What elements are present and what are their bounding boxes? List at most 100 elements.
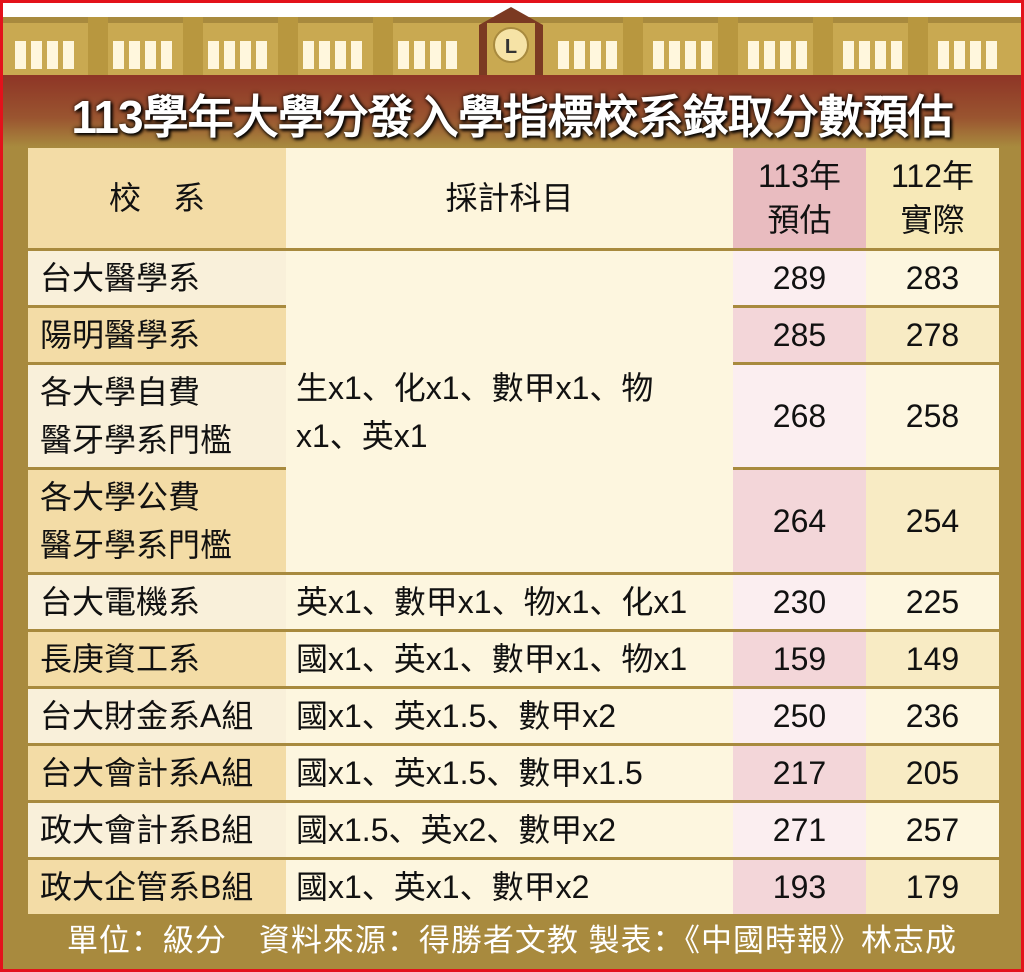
window-shape (145, 41, 156, 69)
subjects-cell: 國x1、英x1.5、數甲x2 (286, 689, 733, 743)
score-table: 校 系 採計科目 113年預估 112年 實際 台大醫學系 生x1、化x1、數甲x… (28, 145, 999, 917)
subjects-cell: 國x1、英x1、數甲x1、物x1 (286, 632, 733, 686)
window-shape (986, 41, 997, 69)
dept-line: 各大學公費 (40, 479, 201, 515)
window-shape (970, 41, 981, 69)
window-shape (653, 41, 664, 69)
window-shape (303, 41, 314, 69)
table-row: 台大電機系 英x1、數甲x1、物x1、化x1 230 225 (28, 575, 999, 629)
subjects-cell: 國x1.5、英x2、數甲x2 (286, 803, 733, 857)
dept-line: 醫牙學系門檻 (40, 422, 233, 458)
actual-cell: 254 (866, 470, 999, 572)
window-shape (224, 41, 235, 69)
window-shape (161, 41, 172, 69)
table-header: 校 系 採計科目 113年預估 112年 實際 (28, 148, 999, 248)
window-shape (954, 41, 965, 69)
window-shape (446, 41, 457, 69)
est-cell: 285 (733, 308, 866, 362)
header-dept: 校 系 (28, 148, 286, 248)
window-shape (63, 41, 74, 69)
table-row: 政大企管系B組 國x1、英x1、數甲x2 193 179 (28, 860, 999, 914)
table-row: 各大學公費醫牙學系門檻 264 254 (28, 470, 999, 572)
dept-cell: 台大會計系A組 (28, 746, 286, 800)
dept-cell: 台大醫學系 (28, 251, 286, 305)
window-shape (748, 41, 759, 69)
window-shape (208, 41, 219, 69)
table-row: 政大會計系B組 國x1.5、英x2、數甲x2 271 257 (28, 803, 999, 857)
table-row: 各大學自費醫牙學系門檻 268 258 (28, 365, 999, 467)
actual-cell: 278 (866, 308, 999, 362)
actual-cell: 257 (866, 803, 999, 857)
source-footer: 單位：級分 資料來源：得勝者文教 製表：《中國時報》林志成 (66, 923, 958, 958)
header-actual: 112年 實際 (866, 148, 999, 248)
clock-icon: L (505, 36, 517, 58)
window-shape (875, 41, 886, 69)
window-shape (938, 41, 949, 69)
page-title: 113學年大學分發入學指標校系錄取分數預估 (71, 91, 953, 143)
est-cell: 268 (733, 365, 866, 467)
window-shape (574, 41, 585, 69)
window-shape (859, 41, 870, 69)
dept-cell: 各大學自費醫牙學系門檻 (28, 365, 286, 467)
building-illustration: L (3, 7, 1021, 83)
header-actual-label: 實際 (900, 202, 965, 238)
window-shape (891, 41, 902, 69)
window-shape (606, 41, 617, 69)
est-cell: 289 (733, 251, 866, 305)
window-shape (764, 41, 775, 69)
window-shape (351, 41, 362, 69)
actual-cell: 225 (866, 575, 999, 629)
est-cell: 159 (733, 632, 866, 686)
subjects-cell: 國x1、英x1、數甲x2 (286, 860, 733, 914)
window-shape (129, 41, 140, 69)
actual-cell: 179 (866, 860, 999, 914)
actual-cell: 149 (866, 632, 999, 686)
window-shape (669, 41, 680, 69)
window-shape (319, 41, 330, 69)
window-shape (701, 41, 712, 69)
subjects-cell: 國x1、英x1.5、數甲x1.5 (286, 746, 733, 800)
window-shape (47, 41, 58, 69)
window-shape (256, 41, 267, 69)
table-row: 台大醫學系 生x1、化x1、數甲x1、物x1、英x1 289 283 (28, 251, 999, 572)
window-shape (843, 41, 854, 69)
header-est: 113年預估 (733, 148, 866, 248)
dept-line: 各大學自費 (40, 374, 201, 410)
dept-cell: 台大電機系 (28, 575, 286, 629)
table-row: 台大會計系A組 國x1、英x1.5、數甲x1.5 217 205 (28, 746, 999, 800)
subjects-cell: 生x1、化x1、數甲x1、物x1、英x1 (286, 251, 733, 572)
dept-cell: 政大會計系B組 (28, 803, 286, 857)
window-shape (15, 41, 26, 69)
dept-cell: 長庚資工系 (28, 632, 286, 686)
dept-cell: 陽明醫學系 (28, 308, 286, 362)
est-cell: 193 (733, 860, 866, 914)
window-shape (240, 41, 251, 69)
actual-cell: 236 (866, 689, 999, 743)
est-cell: 271 (733, 803, 866, 857)
est-cell: 264 (733, 470, 866, 572)
est-cell: 250 (733, 689, 866, 743)
window-shape (414, 41, 425, 69)
dept-cell: 各大學公費醫牙學系門檻 (28, 470, 286, 572)
header-est-label: 113年預估 (757, 158, 842, 238)
window-shape (796, 41, 807, 69)
window-shape (31, 41, 42, 69)
table-row: 台大財金系A組 國x1、英x1.5、數甲x2 250 236 (28, 689, 999, 743)
est-cell: 217 (733, 746, 866, 800)
table-row: 長庚資工系 國x1、英x1、數甲x1、物x1 159 149 (28, 632, 999, 686)
table-row: 陽明醫學系 285 278 (28, 308, 999, 362)
window-shape (430, 41, 441, 69)
header-subjects: 採計科目 (286, 148, 733, 248)
est-cell: 230 (733, 575, 866, 629)
window-shape (590, 41, 601, 69)
window-shape (685, 41, 696, 69)
actual-cell: 258 (866, 365, 999, 467)
window-shape (398, 41, 409, 69)
window-shape (780, 41, 791, 69)
window-shape (113, 41, 124, 69)
dept-cell: 政大企管系B組 (28, 860, 286, 914)
actual-cell: 205 (866, 746, 999, 800)
dept-line: 醫牙學系門檻 (40, 527, 233, 563)
actual-cell: 283 (866, 251, 999, 305)
